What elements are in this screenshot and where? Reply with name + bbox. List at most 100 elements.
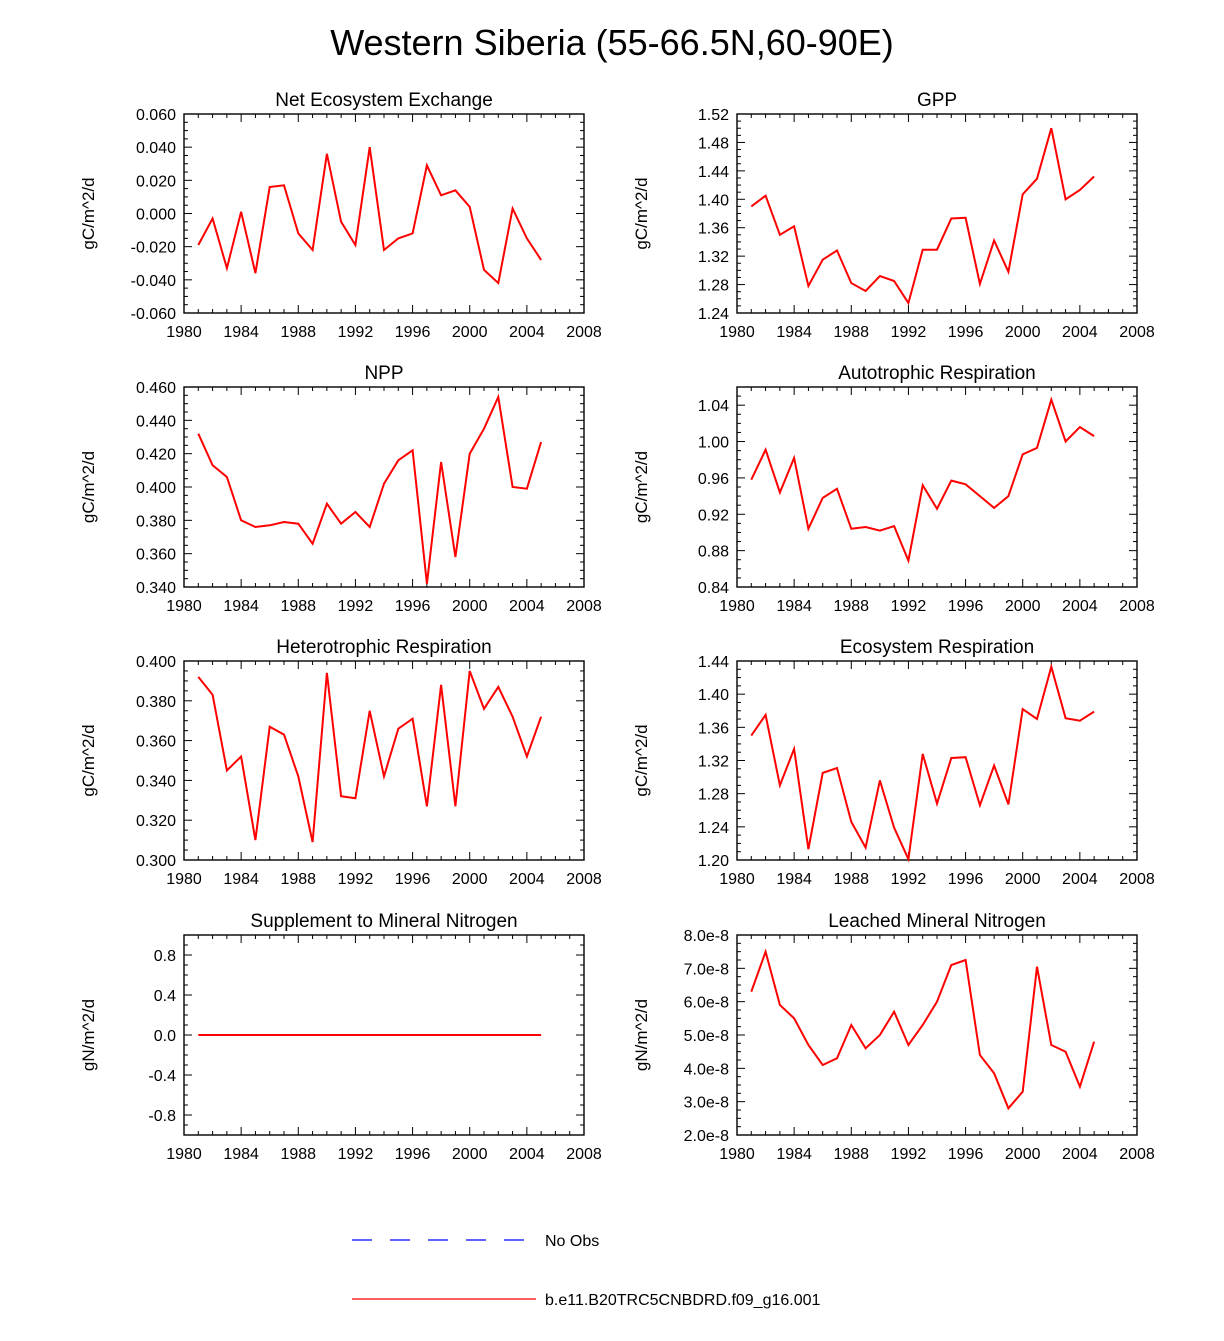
panel-title: Supplement to Mineral Nitrogen [250, 911, 517, 932]
x-tick-label: 1988 [280, 598, 316, 615]
y-tick-label: 1.28 [698, 278, 729, 295]
y-tick-label: 1.04 [698, 398, 729, 415]
y-tick-label: 0.4 [154, 988, 176, 1005]
y-tick-label: 1.40 [698, 687, 729, 704]
series-line [197, 670, 543, 843]
y-tick-label: 0.360 [136, 547, 176, 564]
x-tick-label: 1984 [223, 871, 259, 888]
x-tick-label: 1988 [833, 598, 869, 615]
x-tick-label: 1980 [166, 1146, 202, 1163]
y-tick-label: 1.24 [698, 820, 729, 837]
panel-2: GPP 1980 1984 1988 1992 1996 2000 2004 2008 1.24 1… [632, 90, 1155, 341]
y-tick-label: 6.0e-8 [684, 995, 729, 1012]
y-tick-label: 1.20 [698, 853, 729, 870]
y-tick-label: 0.0 [154, 1028, 176, 1045]
y-axis-label: gC/m^2/d [79, 724, 98, 796]
y-tick-label: 5.0e-8 [684, 1028, 729, 1045]
x-tick-label: 1992 [338, 871, 374, 888]
y-tick-label: 0.040 [136, 140, 176, 157]
x-tick-label: 1980 [166, 324, 202, 341]
x-tick-label: 2004 [1062, 871, 1098, 888]
x-tick-label: 2008 [566, 598, 602, 615]
y-tick-label: 0.8 [154, 948, 176, 965]
x-tick-label: 1988 [280, 871, 316, 888]
x-tick-label: 1996 [395, 324, 431, 341]
x-tick-label: 2000 [452, 871, 488, 888]
x-tick-label: 1992 [338, 324, 374, 341]
x-tick-label: 2008 [1119, 324, 1155, 341]
y-tick-label: 0.380 [136, 513, 176, 530]
x-tick-label: 1992 [338, 598, 374, 615]
y-axis-label: gC/m^2/d [632, 177, 651, 249]
chart-panels: Net Ecosystem Exchange 1980 1984 1988 1992 19… [79, 90, 1155, 1163]
x-tick-label: 2008 [1119, 871, 1155, 888]
y-tick-label: 3.0e-8 [684, 1095, 729, 1112]
x-tick-label: 1996 [948, 1146, 984, 1163]
x-tick-label: 1996 [395, 871, 431, 888]
y-axis-label: gC/m^2/d [79, 451, 98, 523]
x-tick-label: 1992 [338, 1146, 374, 1163]
panel-5: Heterotrophic Respiration 1980 1984 1988 199… [79, 637, 602, 888]
y-tick-label: 1.32 [698, 249, 729, 266]
y-tick-label: 0.400 [136, 480, 176, 497]
y-tick-label: 4.0e-8 [684, 1061, 729, 1078]
y-tick-label: 1.44 [698, 654, 729, 671]
panel-7: Supplement to Mineral Nitrogen 1980 1984 19… [79, 911, 602, 1163]
y-tick-label: 0.84 [698, 580, 729, 597]
x-tick-label: 2004 [1062, 1146, 1098, 1163]
x-tick-label: 1980 [719, 598, 755, 615]
y-tick-label: -0.020 [131, 240, 176, 257]
y-tick-label: 1.32 [698, 754, 729, 771]
x-tick-label: 2008 [1119, 598, 1155, 615]
x-tick-label: 2000 [452, 598, 488, 615]
series-line [750, 663, 1095, 863]
y-tick-label: 0.340 [136, 580, 176, 597]
x-tick-label: 1980 [719, 871, 755, 888]
y-tick-label: 0.360 [136, 734, 176, 751]
y-tick-label: -0.4 [148, 1068, 176, 1085]
x-tick-label: 2004 [509, 324, 545, 341]
y-tick-label: 1.40 [698, 192, 729, 209]
x-tick-label: 2004 [509, 598, 545, 615]
panel-title: Ecosystem Respiration [840, 637, 1034, 658]
y-axis-label: gN/m^2/d [632, 999, 651, 1071]
x-tick-label: 2004 [509, 1146, 545, 1163]
x-tick-label: 2000 [1005, 871, 1041, 888]
x-tick-label: 2000 [452, 1146, 488, 1163]
legend-model-label: b.e11.B20TRC5CNBDRD.f09_g16.001 [545, 1292, 821, 1309]
x-tick-label: 2008 [566, 871, 602, 888]
x-tick-label: 1992 [891, 324, 927, 341]
panel-title: Leached Mineral Nitrogen [828, 911, 1046, 932]
x-tick-label: 1988 [833, 1146, 869, 1163]
y-tick-label: 2.0e-8 [684, 1128, 729, 1145]
x-tick-label: 1992 [891, 1146, 927, 1163]
x-tick-label: 2000 [1005, 598, 1041, 615]
x-tick-label: 1984 [223, 324, 259, 341]
plot-frame [736, 934, 1138, 1136]
x-tick-label: 2004 [1062, 598, 1098, 615]
series-line [750, 948, 1096, 1111]
y-tick-label: 0.000 [136, 207, 176, 224]
y-tick-label: 0.320 [136, 813, 176, 830]
y-tick-label: 1.00 [698, 435, 729, 452]
y-tick-label: 1.52 [698, 107, 729, 124]
x-tick-label: 1992 [891, 871, 927, 888]
x-tick-label: 1984 [776, 1146, 812, 1163]
x-tick-label: 2008 [566, 324, 602, 341]
series-line [197, 147, 542, 286]
y-tick-label: 1.36 [698, 221, 729, 238]
y-tick-label: 1.36 [698, 720, 729, 737]
y-tick-label: 1.28 [698, 787, 729, 804]
x-tick-label: 1996 [395, 1146, 431, 1163]
y-tick-label: 0.380 [136, 694, 176, 711]
x-tick-label: 1980 [166, 598, 202, 615]
y-tick-label: 7.0e-8 [684, 961, 729, 978]
figure-title: Western Siberia (55-66.5N,60-90E) [330, 22, 894, 63]
y-tick-label: 0.300 [136, 853, 176, 870]
x-tick-label: 1996 [948, 324, 984, 341]
panel-title: GPP [917, 90, 957, 111]
panel-4: Autotrophic Respiration 1980 1984 1988 1992 1… [632, 363, 1155, 615]
y-tick-label: 0.460 [136, 380, 176, 397]
y-axis-label: gC/m^2/d [632, 451, 651, 523]
